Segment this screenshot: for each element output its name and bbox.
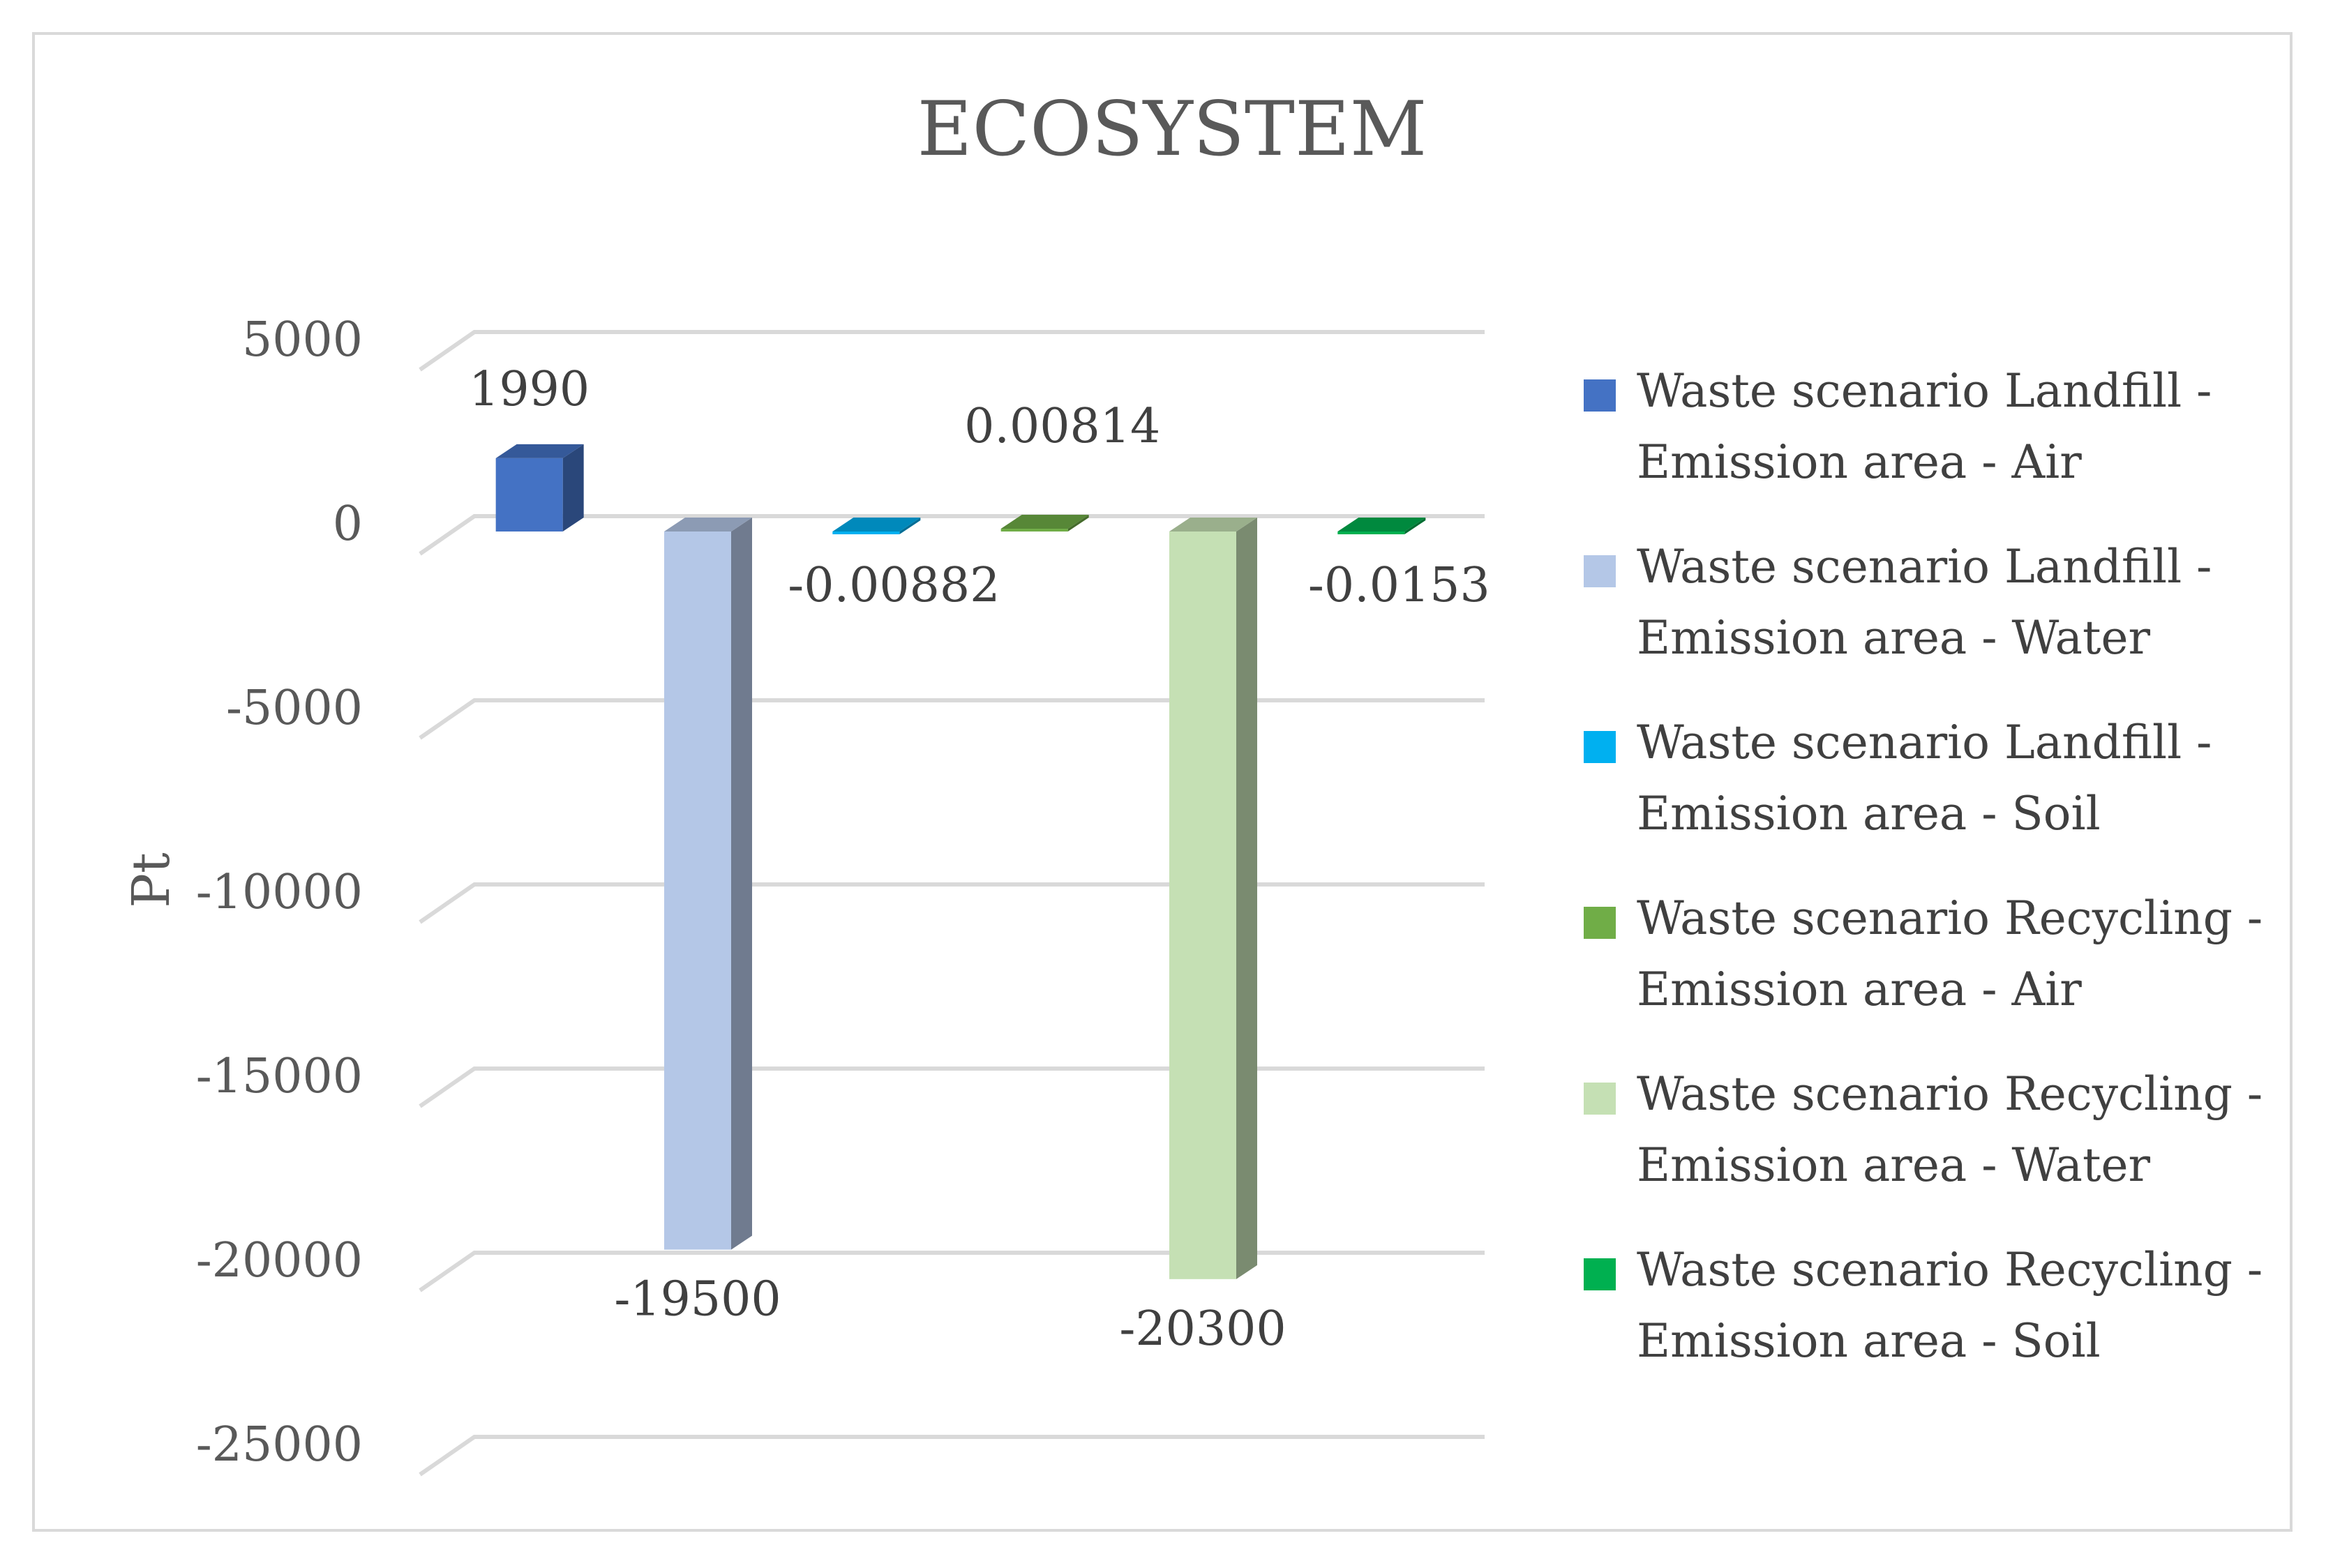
data-label: 0.00814 [964, 399, 1160, 454]
bar-top [1169, 518, 1257, 532]
legend: Waste scenario Landfill - Emission area -… [1584, 356, 2281, 1410]
legend-label: Emission area - Water [1637, 1138, 2151, 1192]
legend-label: Emission area - Air [1637, 963, 2082, 1016]
bar-layer [495, 444, 1426, 1279]
bar-4 [1000, 515, 1089, 532]
gridline [419, 514, 1485, 556]
legend-swatch [1584, 555, 1616, 587]
legend-label: Emission area - Soil [1637, 1314, 2101, 1368]
y-tick-label: -20000 [196, 1233, 363, 1288]
bar-front [1337, 532, 1405, 534]
legend-swatch [1584, 379, 1616, 412]
chart-title: ECOSYSTEM [917, 86, 1427, 173]
legend-label: Waste scenario Recycling - [1637, 1243, 2263, 1297]
legend-item: Waste scenario Recycling - Emission area … [1584, 1059, 2281, 1235]
bar-side [1236, 518, 1257, 1279]
y-tick-label: -5000 [226, 681, 363, 736]
data-labels: 1990 -19500 -0.00882 0.00814 -20300 -0.0153 [469, 362, 1490, 1357]
legend-item: Waste scenario Recycling - Emission area … [1584, 883, 2281, 1059]
legend-label: Waste scenario Recycling - [1637, 1067, 2263, 1121]
bar-side [1067, 515, 1089, 532]
legend-item: Waste scenario Recycling - Emission area … [1584, 1235, 2281, 1410]
bar-top [664, 518, 752, 532]
bar-2 [664, 518, 752, 1250]
bar-top [495, 444, 584, 458]
y-tick-label: -25000 [196, 1417, 363, 1472]
gridline [419, 330, 1485, 372]
legend-label: Waste scenario Recycling - [1637, 891, 2263, 945]
data-label: -0.0153 [1308, 558, 1490, 613]
legend-label: Waste scenario Landfill - [1637, 540, 2212, 594]
gridline [419, 882, 1485, 924]
bar-front [495, 458, 563, 532]
legend-item: Waste scenario Landfill - Emission area -… [1584, 707, 2281, 883]
data-label: -19500 [614, 1272, 781, 1327]
legend-label: Emission area - Soil [1637, 787, 2101, 840]
bar-6 [1337, 518, 1426, 534]
legend-swatch [1584, 1083, 1616, 1115]
legend-swatch [1584, 1258, 1616, 1290]
bar-top [832, 518, 921, 532]
bar-front [1000, 529, 1068, 532]
bar-front [832, 532, 900, 534]
legend-label: Waste scenario Landfill - [1637, 364, 2212, 418]
bar-side [1404, 518, 1426, 534]
bar-top [1000, 515, 1089, 529]
gridline [419, 698, 1485, 740]
grid-layer [419, 330, 1485, 1477]
legend-swatch [1584, 907, 1616, 939]
y-tick-labels: 5000 0 -5000 -10000 -15000 -20000 -25000 [196, 312, 363, 1472]
bar-side [899, 518, 921, 534]
bar-top [1337, 518, 1426, 532]
legend-item: Waste scenario Landfill - Emission area -… [1584, 356, 2281, 532]
legend-swatch [1584, 731, 1616, 763]
chart-frame [32, 32, 2293, 1532]
bar-1 [495, 444, 584, 532]
y-axis-label: Pt [121, 852, 181, 908]
y-tick-label: -15000 [196, 1049, 363, 1104]
y-tick-label: -10000 [196, 865, 363, 920]
bar-5 [1169, 518, 1257, 1279]
data-label: -0.00882 [788, 558, 1000, 613]
legend-label: Emission area - Air [1637, 435, 2082, 489]
bar-front [1169, 532, 1236, 1279]
bar-side [562, 444, 584, 532]
legend-label: Waste scenario Landfill - [1637, 716, 2212, 769]
bar-side [731, 518, 752, 1250]
data-label: 1990 [469, 362, 590, 417]
y-tick-label: 0 [333, 497, 363, 552]
gridline [419, 1251, 1485, 1292]
gridline [419, 1066, 1485, 1108]
y-tick-label: 5000 [242, 312, 363, 368]
legend-label: Emission area - Water [1637, 611, 2151, 665]
bar-front [664, 532, 731, 1250]
gridline [419, 1435, 1485, 1477]
bar-3 [832, 518, 921, 534]
legend-item: Waste scenario Landfill - Emission area -… [1584, 532, 2281, 707]
data-label: -20300 [1119, 1302, 1286, 1357]
